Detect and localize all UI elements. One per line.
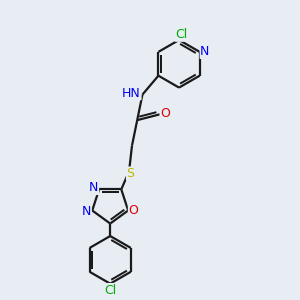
- Text: N: N: [89, 182, 99, 194]
- Text: S: S: [127, 167, 134, 180]
- Text: N: N: [82, 205, 91, 218]
- Text: Cl: Cl: [175, 28, 188, 41]
- Text: O: O: [160, 107, 170, 120]
- Text: Cl: Cl: [104, 284, 116, 297]
- Text: O: O: [128, 204, 138, 217]
- Text: N: N: [200, 45, 210, 58]
- Text: HN: HN: [122, 87, 141, 100]
